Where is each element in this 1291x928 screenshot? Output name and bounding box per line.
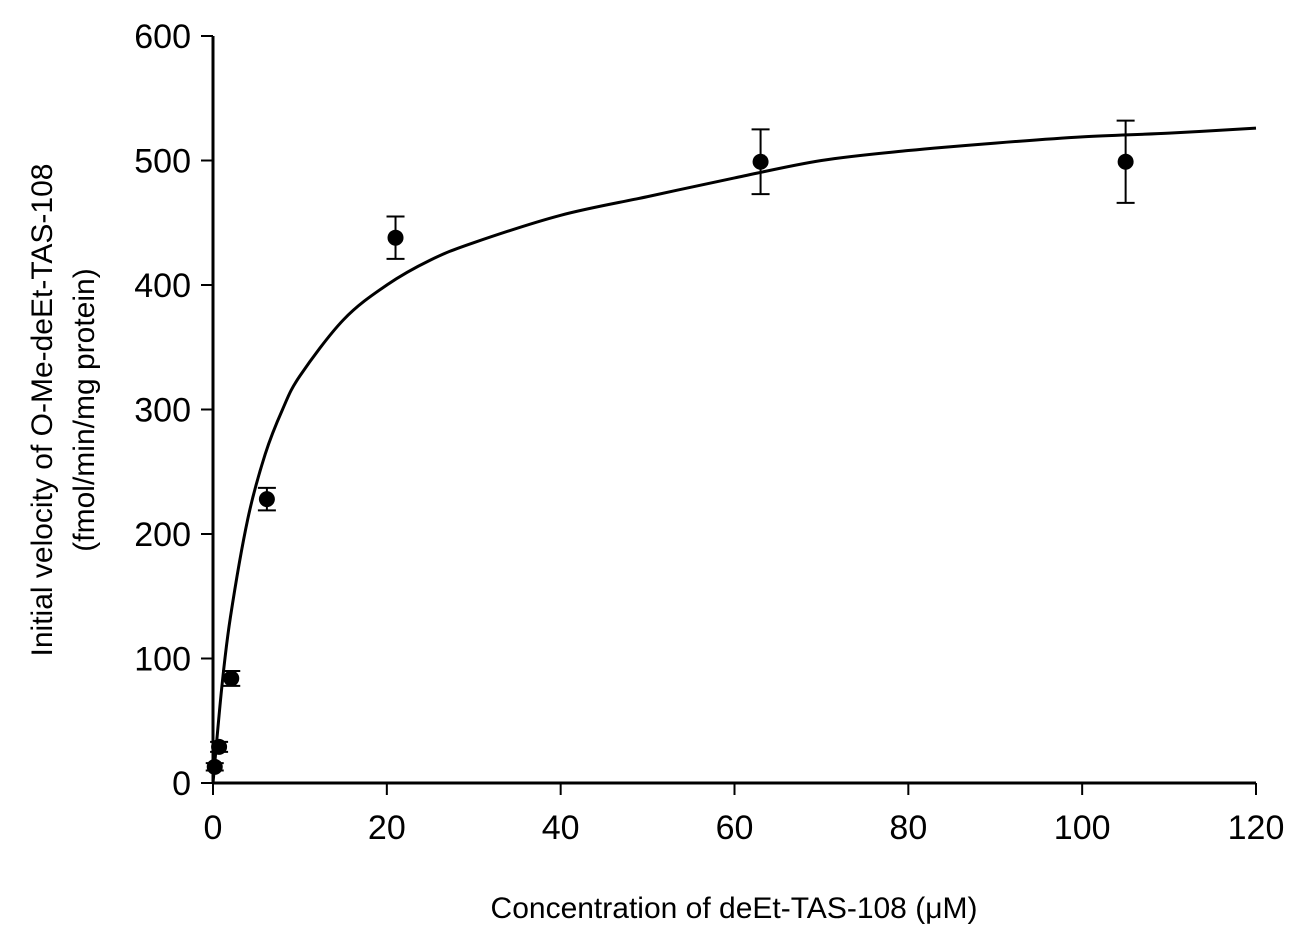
y-tick-label: 300	[134, 392, 191, 430]
axes	[211, 36, 1256, 785]
data-points-layer	[205, 119, 1135, 775]
y-axis-title-line-2: (fmol/min/mg protein)	[68, 268, 101, 551]
data-point-group	[1116, 119, 1135, 204]
data-point-marker	[387, 229, 404, 246]
data-point-marker	[206, 758, 223, 775]
data-point-group	[205, 758, 224, 775]
x-tick-label: 60	[716, 809, 754, 847]
data-point-marker	[752, 153, 769, 170]
y-tick-label: 200	[134, 516, 191, 554]
y-tick-label: 500	[134, 143, 191, 181]
x-tick-label: 80	[889, 809, 927, 847]
y-axis-title-line-1: Initial velocity of O-Me-deEt-TAS-108	[26, 164, 59, 657]
y-tick-label: 400	[134, 267, 191, 305]
data-point-group	[386, 215, 405, 260]
data-point-marker	[223, 670, 240, 687]
y-tick-label: 100	[134, 641, 191, 679]
data-point-group	[257, 486, 276, 512]
data-point-group	[751, 128, 770, 196]
y-tick-label: 0	[172, 765, 191, 803]
fit-curve-layer	[211, 126, 1257, 784]
data-point-marker	[1117, 153, 1134, 170]
x-axis-ticks: 0 20 40 60 80 100 120	[204, 783, 1285, 847]
data-point-marker	[258, 491, 275, 508]
x-tick-label: 120	[1228, 809, 1285, 847]
x-tick-label: 20	[368, 809, 406, 847]
x-tick-label: 0	[204, 809, 223, 847]
x-tick-label: 40	[542, 809, 580, 847]
y-tick-label: 600	[134, 18, 191, 56]
x-tick-label: 100	[1054, 809, 1111, 847]
data-point-marker	[211, 738, 228, 755]
y-axis-ticks: 0 100 200 300 400 500 600	[134, 18, 213, 803]
data-point-group	[210, 738, 229, 755]
fit-curve-line	[211, 126, 1257, 784]
data-point-group	[222, 669, 241, 687]
x-axis-title: Concentration of deEt-TAS-108 (μM)	[491, 892, 978, 925]
